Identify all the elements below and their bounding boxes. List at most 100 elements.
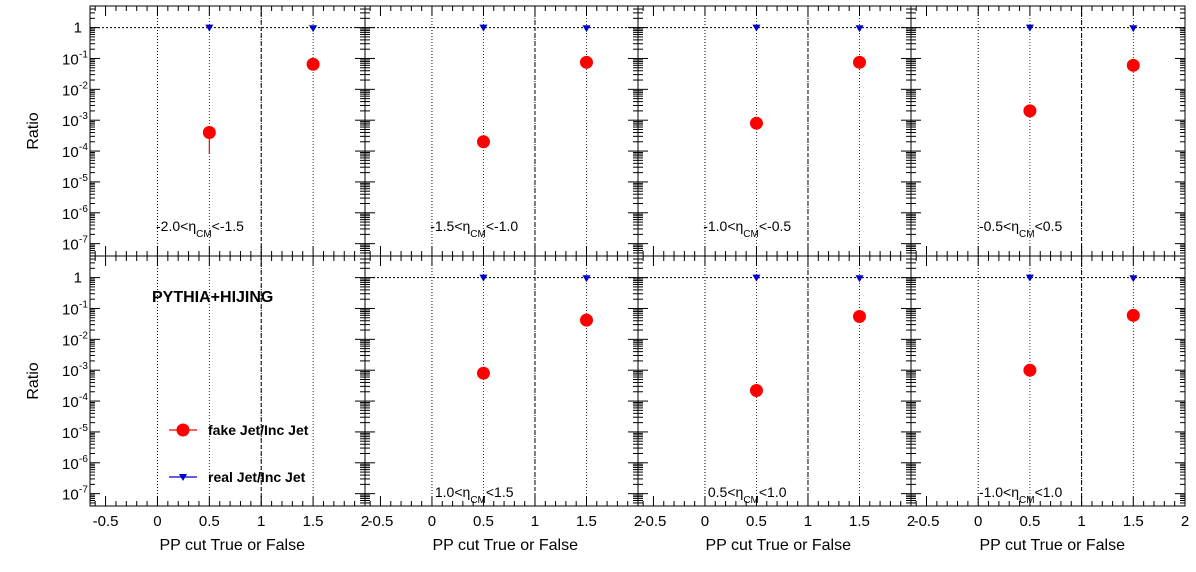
x-tick-label: 0.5	[1019, 513, 1040, 530]
x-tick-label: 0.5	[199, 513, 220, 530]
eta-range-label: -2.0<ηCM<-1.5	[156, 218, 244, 240]
y-tick-label: 10	[62, 394, 79, 411]
y-tick-label: 10	[62, 425, 79, 442]
panel-frame	[910, 255, 1186, 507]
fake-ratio-point	[579, 55, 593, 69]
fake-ratio-point	[852, 55, 866, 69]
fake-ratio-point	[1126, 58, 1140, 72]
y-tick-label: 10	[62, 487, 79, 504]
panel-3: -1.0<ηCM<-0.5	[637, 5, 912, 257]
fake-ratio-point	[306, 57, 320, 71]
x-tick-label: 1.5	[1123, 513, 1144, 530]
x-axis-label: PP cut True or False	[705, 537, 851, 554]
panel-6: -0.5 0 0.5 1 1.5 2 PP cut True or False 1.0<ηCM…	[364, 255, 642, 554]
y-tick-label-exponent: -3	[79, 361, 88, 372]
y-tick-label: 10	[62, 456, 79, 473]
y-tick-label: 10	[62, 144, 79, 161]
y-tick-label-exponent: -1	[79, 49, 88, 60]
y-tick-label-exponent: -2	[79, 330, 88, 341]
x-tick-label: 1	[531, 513, 539, 530]
panel-frame	[364, 255, 639, 507]
x-tick-label: 1	[804, 513, 812, 530]
x-tick-label: -0.5	[914, 513, 940, 530]
eta-range-label: 0.5<ηCM<1.0	[708, 484, 787, 506]
y-tick-label: 10	[62, 206, 79, 223]
x-tick-label: 0.5	[473, 513, 494, 530]
real-ratio-point	[1025, 274, 1034, 282]
panel-frame	[637, 255, 912, 507]
eta-range-label: 1.0<ηCM<1.5	[435, 484, 514, 506]
x-axis-label: PP cut True or False	[432, 537, 578, 554]
panel-7: -0.5 0 0.5 1 1.5 2 PP cut True or False 0.5<ηCM…	[637, 255, 915, 554]
x-tick-label: 1.5	[576, 513, 597, 530]
fake-ratio-point	[749, 116, 763, 130]
fake-ratio-point	[579, 313, 593, 327]
real-ratio-point	[752, 24, 761, 32]
fake-ratio-point	[476, 135, 490, 149]
panel-2: -1.5<ηCM<-1.0	[364, 5, 639, 257]
y-tick-label-exponent: -4	[79, 392, 88, 403]
x-tick-label: 1.5	[849, 513, 870, 530]
real-ratio-point	[582, 25, 591, 33]
y-tick-label-exponent: -5	[79, 173, 88, 184]
y-tick-label-exponent: -7	[79, 235, 88, 246]
real-ratio-point	[479, 274, 488, 282]
y-tick-label: 10	[62, 113, 79, 130]
x-tick-label: 0	[428, 513, 436, 530]
x-tick-label: -0.5	[368, 513, 394, 530]
x-axis-label: PP cut True or False	[979, 537, 1125, 554]
y-tick-label-exponent: -7	[79, 485, 88, 496]
real-ratio-point	[309, 25, 318, 33]
x-tick-label: 2	[634, 513, 642, 530]
y-tick-label: 10	[62, 237, 79, 254]
fake-ratio-point	[476, 366, 490, 380]
x-tick-label: 0	[974, 513, 982, 530]
y-tick-label-exponent: -1	[79, 299, 88, 310]
y-tick-label-exponent: -6	[79, 204, 88, 215]
legend-fake-label: fake Jet/Inc Jet	[208, 422, 309, 438]
y-tick-label-exponent: -4	[79, 142, 88, 153]
y-tick-label-exponent: -6	[79, 454, 88, 465]
y-tick-label: 10	[62, 363, 79, 380]
x-axis-label: PP cut True or False	[159, 537, 305, 554]
real-ratio-point	[582, 275, 591, 283]
y-tick-label: 10	[62, 332, 79, 349]
x-tick-label: -0.5	[641, 513, 667, 530]
eta-range-label: -0.5<ηCM<0.5	[979, 218, 1063, 240]
x-tick-label: 1.5	[303, 513, 324, 530]
y-tick-label: 10	[62, 301, 79, 318]
real-ratio-point	[205, 24, 214, 32]
x-tick-label: 2	[1181, 513, 1189, 530]
x-tick-label: -0.5	[93, 513, 119, 530]
fake-ratio-point	[1126, 308, 1140, 322]
eta-range-label: -1.0<ηCM<1.0	[979, 484, 1063, 506]
real-ratio-point	[855, 275, 864, 283]
legend-fake-marker	[176, 423, 190, 437]
y-axis-label: Ratio	[25, 362, 42, 399]
y-axis-label: Ratio	[25, 112, 42, 149]
y-tick-label-exponent: -3	[79, 111, 88, 122]
fake-ratio-point	[202, 125, 216, 139]
legend-real-marker	[179, 474, 187, 481]
y-tick-label: 1	[74, 20, 82, 37]
real-ratio-point	[752, 274, 761, 282]
fake-ratio-point	[1023, 363, 1037, 377]
x-tick-label: 0.5	[746, 513, 767, 530]
fake-ratio-point	[1023, 104, 1037, 118]
real-ratio-point	[1025, 24, 1034, 32]
y-tick-label-exponent: -5	[79, 423, 88, 434]
real-ratio-point	[1129, 275, 1138, 283]
fake-ratio-point	[749, 383, 763, 397]
x-tick-label: 0	[153, 513, 161, 530]
y-tick-label: 10	[62, 51, 79, 68]
x-tick-label: 2	[907, 513, 915, 530]
x-tick-label: 0	[701, 513, 709, 530]
generator-title: PYTHIA+HIJING	[152, 289, 273, 306]
eta-range-label: -1.5<ηCM<-1.0	[430, 218, 518, 240]
real-ratio-point	[479, 24, 488, 32]
x-tick-label: 1	[1077, 513, 1085, 530]
fake-ratio-point	[852, 309, 866, 323]
x-tick-label: 2	[361, 513, 369, 530]
real-ratio-point	[1129, 25, 1138, 33]
